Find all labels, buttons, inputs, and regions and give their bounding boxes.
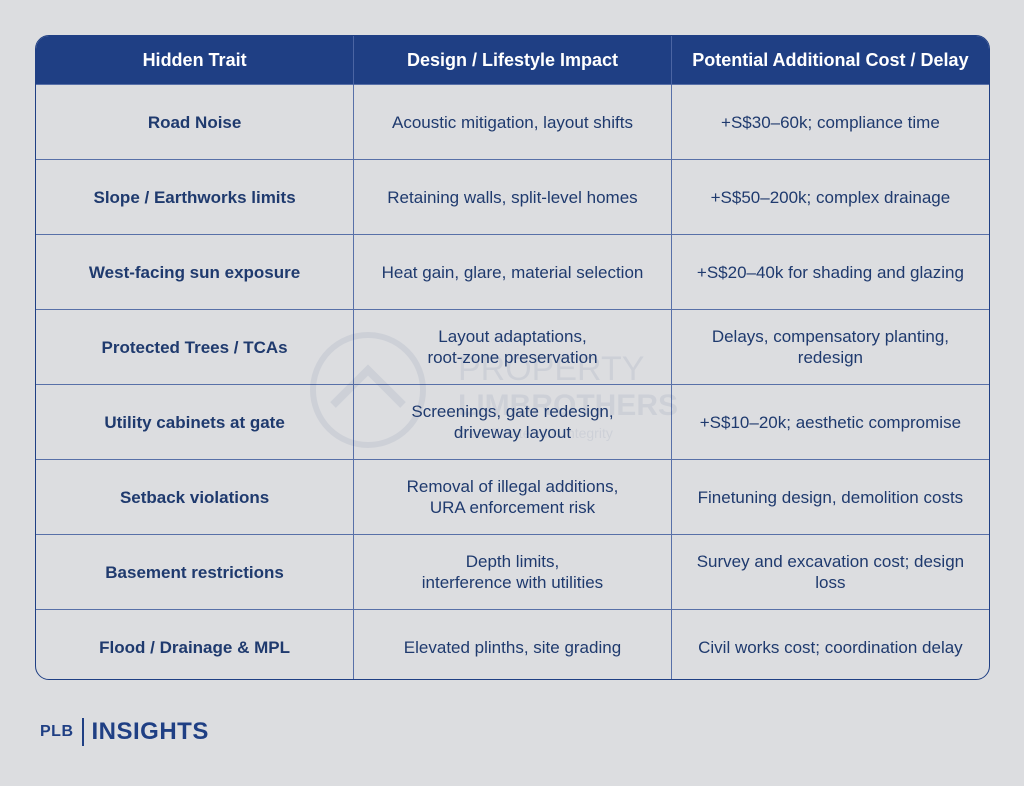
cost-cell: Civil works cost; coordination delay xyxy=(671,609,989,679)
cost-cell: Finetuning design, demolition costs xyxy=(671,459,989,535)
impact-line: Elevated plinths, site grading xyxy=(403,637,622,657)
impact-line: Depth limits, xyxy=(465,552,560,571)
brand-divider xyxy=(81,718,84,746)
table-row: Basement restrictions Depth limits, inte… xyxy=(36,534,989,610)
table-row: Flood / Drainage & MPL Elevated plinths,… xyxy=(36,609,989,679)
impact-cell: Layout adaptations, root-zone preservati… xyxy=(353,309,672,385)
comparison-table-container: Hidden Trait Design / Lifestyle Impact P… xyxy=(35,35,990,680)
impact-line: URA enforcement risk xyxy=(429,498,596,517)
table-row: Slope / Earthworks limits Retaining wall… xyxy=(36,159,989,235)
trait-cell: Setback violations xyxy=(36,459,355,535)
cost-cell: +S$30–60k; compliance time xyxy=(671,84,989,160)
impact-cell: Removal of illegal additions, URA enforc… xyxy=(353,459,672,535)
brand-section: INSIGHTS xyxy=(91,718,209,745)
hidden-traits-table: Hidden Trait Design / Lifestyle Impact P… xyxy=(36,36,989,679)
trait-cell: Protected Trees / TCAs xyxy=(36,309,355,385)
header-design-impact: Design / Lifestyle Impact xyxy=(353,36,672,85)
table-row: Protected Trees / TCAs Layout adaptation… xyxy=(36,309,989,385)
impact-cell: Retaining walls, split-level homes xyxy=(353,159,672,235)
brand-short: PLB xyxy=(40,723,74,740)
trait-cell: Slope / Earthworks limits xyxy=(36,159,355,235)
footer-brand: PLB INSIGHTS xyxy=(40,716,209,748)
impact-cell: Screenings, gate redesign, driveway layo… xyxy=(353,384,672,460)
cost-cell: +S$50–200k; complex drainage xyxy=(671,159,989,235)
impact-line: root-zone preservation xyxy=(427,348,598,367)
header-hidden-trait: Hidden Trait xyxy=(36,36,355,85)
trait-cell: West-facing sun exposure xyxy=(36,234,355,310)
impact-cell: Depth limits, interference with utilitie… xyxy=(353,534,672,610)
impact-line: Screenings, gate redesign, xyxy=(411,402,614,421)
trait-cell: Utility cabinets at gate xyxy=(36,384,355,460)
table-row: Utility cabinets at gate Screenings, gat… xyxy=(36,384,989,460)
table-row: Road Noise Acoustic mitigation, layout s… xyxy=(36,84,989,160)
impact-line: Acoustic mitigation, layout shifts xyxy=(392,112,633,132)
impact-cell: Elevated plinths, site grading xyxy=(353,609,672,679)
cost-cell: +S$10–20k; aesthetic compromise xyxy=(671,384,989,460)
impact-cell: Heat gain, glare, material selection xyxy=(353,234,672,310)
cost-cell: +S$20–40k for shading and glazing xyxy=(671,234,989,310)
header-additional-cost: Potential Additional Cost / Delay xyxy=(671,36,989,85)
trait-cell: Basement restrictions xyxy=(36,534,355,610)
impact-line: Retaining walls, split-level homes xyxy=(387,187,638,207)
cost-cell: Delays, compensatory planting, redesign xyxy=(671,309,989,385)
impact-line: interference with utilities xyxy=(421,573,604,592)
impact-cell: Acoustic mitigation, layout shifts xyxy=(353,84,672,160)
impact-line: driveway layout xyxy=(453,423,572,442)
impact-line: Removal of illegal additions, xyxy=(406,477,619,496)
impact-line: Layout adaptations, xyxy=(438,327,587,346)
trait-cell: Flood / Drainage & MPL xyxy=(36,609,355,679)
cost-cell: Survey and excavation cost; design loss xyxy=(671,534,989,610)
trait-cell: Road Noise xyxy=(36,84,355,160)
impact-line: Heat gain, glare, material selection xyxy=(381,262,644,282)
table-row: West-facing sun exposure Heat gain, glar… xyxy=(36,234,989,310)
table-row: Setback violations Removal of illegal ad… xyxy=(36,459,989,535)
table-header-row: Hidden Trait Design / Lifestyle Impact P… xyxy=(36,36,989,85)
